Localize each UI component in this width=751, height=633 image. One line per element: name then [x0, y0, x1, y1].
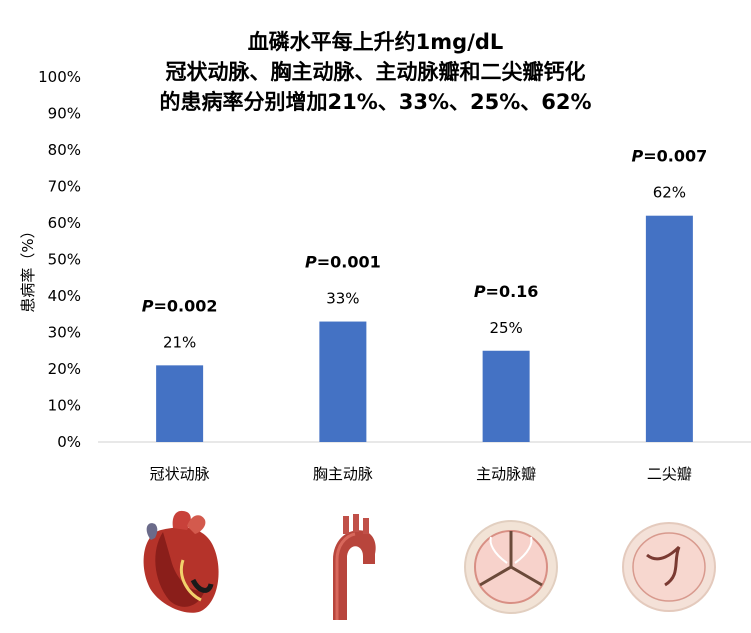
mitral-valve-icon: [622, 522, 716, 612]
x-category-label: 二尖瓣: [647, 465, 692, 483]
data-labels: 21% P=0.002 33% P=0.001 25% P=0.16 62% P=0.007: [142, 147, 708, 352]
aorta-icon: [333, 514, 376, 620]
p-value-label: P=0.007: [632, 147, 708, 166]
bar: [156, 365, 204, 442]
heart-icon: [143, 510, 219, 613]
y-tick-label: 80%: [48, 141, 81, 159]
y-axis-ticks: 0% 10% 20% 30% 40% 50% 60% 70% 80% 90% 100%: [38, 68, 81, 451]
y-tick-label: 70%: [48, 178, 81, 196]
bar: [482, 350, 530, 442]
x-category-label: 冠状动脉: [150, 465, 210, 483]
x-category-label: 主动脉瓣: [476, 465, 536, 483]
bar: [645, 215, 693, 442]
y-tick-label: 10%: [48, 397, 81, 415]
p-value-label: P=0.16: [474, 282, 539, 301]
x-axis-categories: 冠状动脉 胸主动脉 主动脉瓣 二尖瓣: [150, 465, 692, 483]
y-tick-label: 0%: [57, 433, 81, 451]
x-category-label: 胸主动脉: [313, 465, 373, 483]
bars: [156, 215, 693, 442]
chart-title-line-3: 的患病率分别增加21%、33%、25%、62%: [159, 90, 592, 114]
p-value-label: P=0.001: [305, 253, 381, 272]
chart-title-line-1: 血磷水平每上升约1mg/dL: [247, 30, 504, 54]
aortic-valve-icon: [464, 520, 558, 614]
p-value-label: P=0.002: [142, 296, 218, 315]
y-tick-label: 40%: [48, 287, 81, 305]
data-label: 21%: [163, 333, 196, 351]
data-label: 33%: [326, 290, 359, 308]
y-tick-label: 90%: [48, 105, 81, 123]
y-tick-label: 20%: [48, 360, 81, 378]
y-axis-label: 患病率（%）: [19, 223, 37, 312]
bar: [319, 321, 367, 442]
data-label: 25%: [489, 319, 522, 337]
y-tick-label: 60%: [48, 214, 81, 232]
y-tick-label: 50%: [48, 251, 81, 269]
chart-title-line-2: 冠状动脉、胸主动脉、主动脉瓣和二尖瓣钙化: [165, 60, 586, 84]
data-label: 62%: [653, 184, 686, 202]
y-tick-label: 30%: [48, 324, 81, 342]
y-tick-label: 100%: [38, 68, 81, 86]
